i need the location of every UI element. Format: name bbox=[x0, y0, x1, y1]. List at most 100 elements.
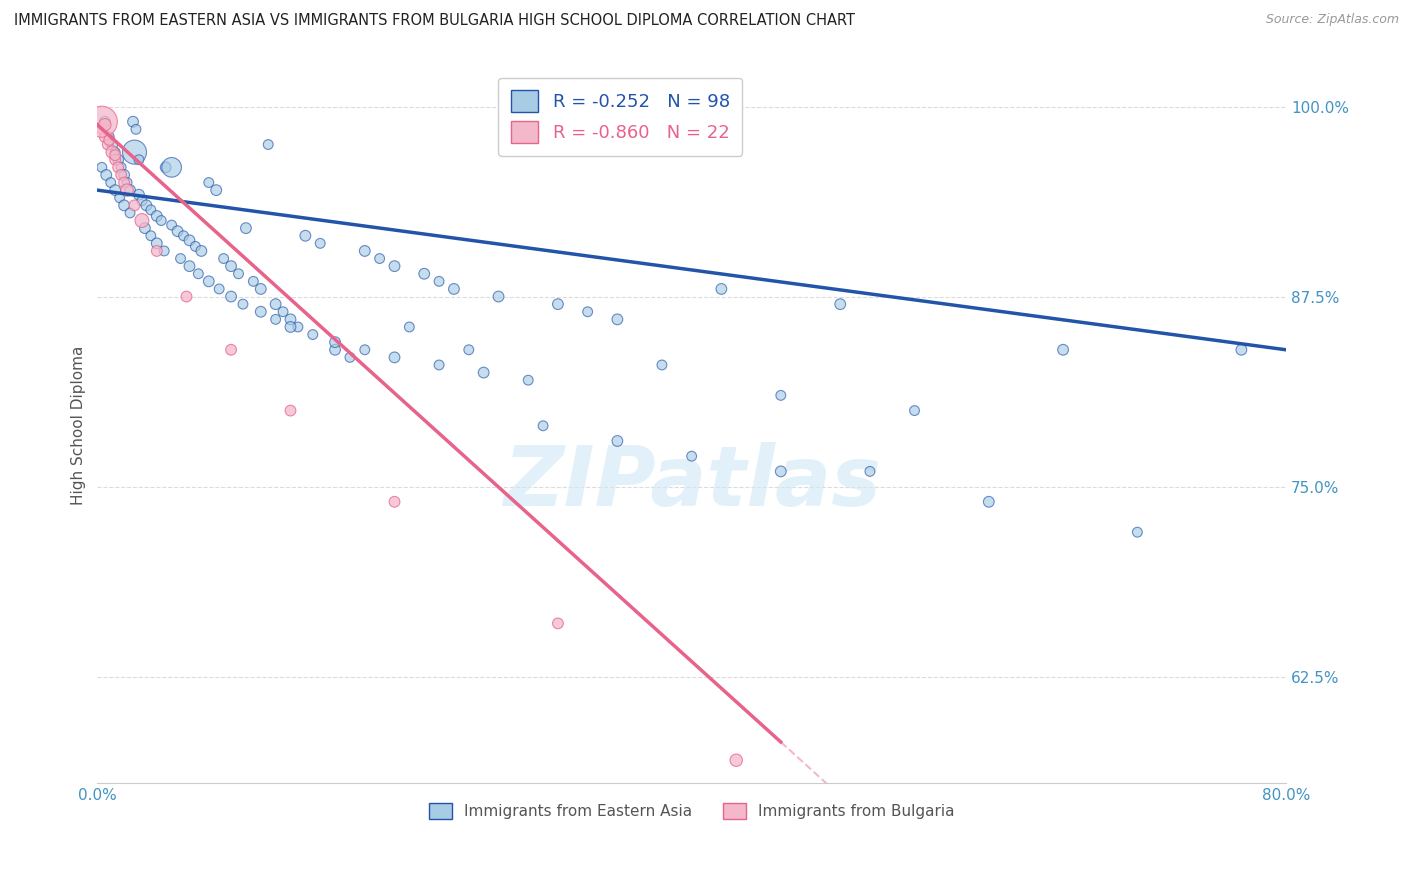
Point bbox=[264, 297, 287, 311]
Point bbox=[90, 122, 112, 136]
Point bbox=[90, 114, 112, 128]
Point bbox=[427, 358, 450, 372]
Point bbox=[169, 252, 191, 266]
Point bbox=[118, 183, 141, 197]
Point bbox=[94, 114, 117, 128]
Point bbox=[98, 133, 121, 147]
Point bbox=[104, 183, 127, 197]
Point bbox=[179, 233, 201, 247]
Point bbox=[90, 161, 112, 175]
Point bbox=[150, 213, 173, 227]
Point bbox=[166, 224, 188, 238]
Point bbox=[242, 274, 264, 288]
Point bbox=[205, 183, 228, 197]
Point bbox=[131, 213, 153, 227]
Point bbox=[443, 282, 465, 296]
Point bbox=[576, 305, 599, 319]
Point bbox=[128, 187, 150, 202]
Point bbox=[1126, 525, 1149, 540]
Point bbox=[309, 236, 332, 251]
Point bbox=[280, 320, 302, 334]
Point bbox=[264, 312, 287, 326]
Point bbox=[531, 418, 554, 433]
Point bbox=[112, 198, 135, 212]
Point bbox=[280, 403, 302, 417]
Point bbox=[651, 358, 673, 372]
Point bbox=[232, 297, 254, 311]
Point bbox=[128, 153, 150, 167]
Point bbox=[301, 327, 323, 342]
Point bbox=[353, 244, 375, 258]
Text: IMMIGRANTS FROM EASTERN ASIA VS IMMIGRANTS FROM BULGARIA HIGH SCHOOL DIPLOMA COR: IMMIGRANTS FROM EASTERN ASIA VS IMMIGRAN… bbox=[14, 13, 855, 29]
Point bbox=[208, 282, 231, 296]
Point bbox=[153, 244, 176, 258]
Point bbox=[104, 153, 127, 167]
Point bbox=[100, 176, 122, 190]
Point bbox=[179, 259, 201, 273]
Point bbox=[903, 403, 925, 417]
Point bbox=[118, 206, 141, 220]
Point bbox=[384, 495, 406, 509]
Point bbox=[107, 161, 129, 175]
Point bbox=[115, 183, 138, 197]
Point bbox=[769, 464, 792, 478]
Legend: Immigrants from Eastern Asia, Immigrants from Bulgaria: Immigrants from Eastern Asia, Immigrants… bbox=[423, 797, 960, 825]
Point bbox=[146, 236, 169, 251]
Point bbox=[110, 168, 132, 182]
Point bbox=[122, 114, 145, 128]
Point bbox=[94, 130, 117, 145]
Point bbox=[339, 351, 361, 365]
Point bbox=[472, 366, 495, 380]
Point bbox=[249, 305, 271, 319]
Point bbox=[219, 259, 242, 273]
Point bbox=[135, 198, 157, 212]
Point bbox=[413, 267, 436, 281]
Point bbox=[249, 282, 271, 296]
Point bbox=[681, 449, 703, 463]
Point bbox=[146, 244, 169, 258]
Point bbox=[257, 137, 280, 152]
Point bbox=[155, 161, 177, 175]
Point bbox=[384, 259, 406, 273]
Point bbox=[160, 218, 183, 232]
Point bbox=[112, 168, 135, 182]
Point bbox=[98, 130, 121, 145]
Point bbox=[517, 373, 540, 387]
Point bbox=[134, 221, 156, 235]
Point bbox=[606, 434, 628, 448]
Point bbox=[176, 289, 198, 303]
Point bbox=[353, 343, 375, 357]
Point bbox=[219, 289, 242, 303]
Point bbox=[96, 168, 118, 182]
Point bbox=[173, 228, 195, 243]
Point bbox=[146, 209, 169, 223]
Point bbox=[606, 312, 628, 326]
Point bbox=[112, 176, 135, 190]
Point bbox=[830, 297, 852, 311]
Point bbox=[287, 320, 309, 334]
Point bbox=[488, 289, 510, 303]
Point bbox=[197, 274, 219, 288]
Point bbox=[124, 198, 146, 212]
Point bbox=[427, 274, 450, 288]
Point bbox=[547, 616, 569, 631]
Point bbox=[294, 228, 316, 243]
Point bbox=[108, 191, 131, 205]
Point bbox=[280, 312, 302, 326]
Point bbox=[190, 244, 212, 258]
Point bbox=[110, 161, 132, 175]
Point bbox=[977, 495, 1000, 509]
Point bbox=[107, 153, 129, 167]
Point bbox=[1052, 343, 1074, 357]
Point bbox=[457, 343, 479, 357]
Point bbox=[197, 176, 219, 190]
Point bbox=[235, 221, 257, 235]
Y-axis label: High School Diploma: High School Diploma bbox=[72, 346, 86, 506]
Point bbox=[228, 267, 250, 281]
Point bbox=[547, 297, 569, 311]
Point bbox=[97, 137, 120, 152]
Point bbox=[139, 202, 162, 217]
Point bbox=[94, 118, 117, 132]
Point bbox=[187, 267, 209, 281]
Point bbox=[323, 343, 346, 357]
